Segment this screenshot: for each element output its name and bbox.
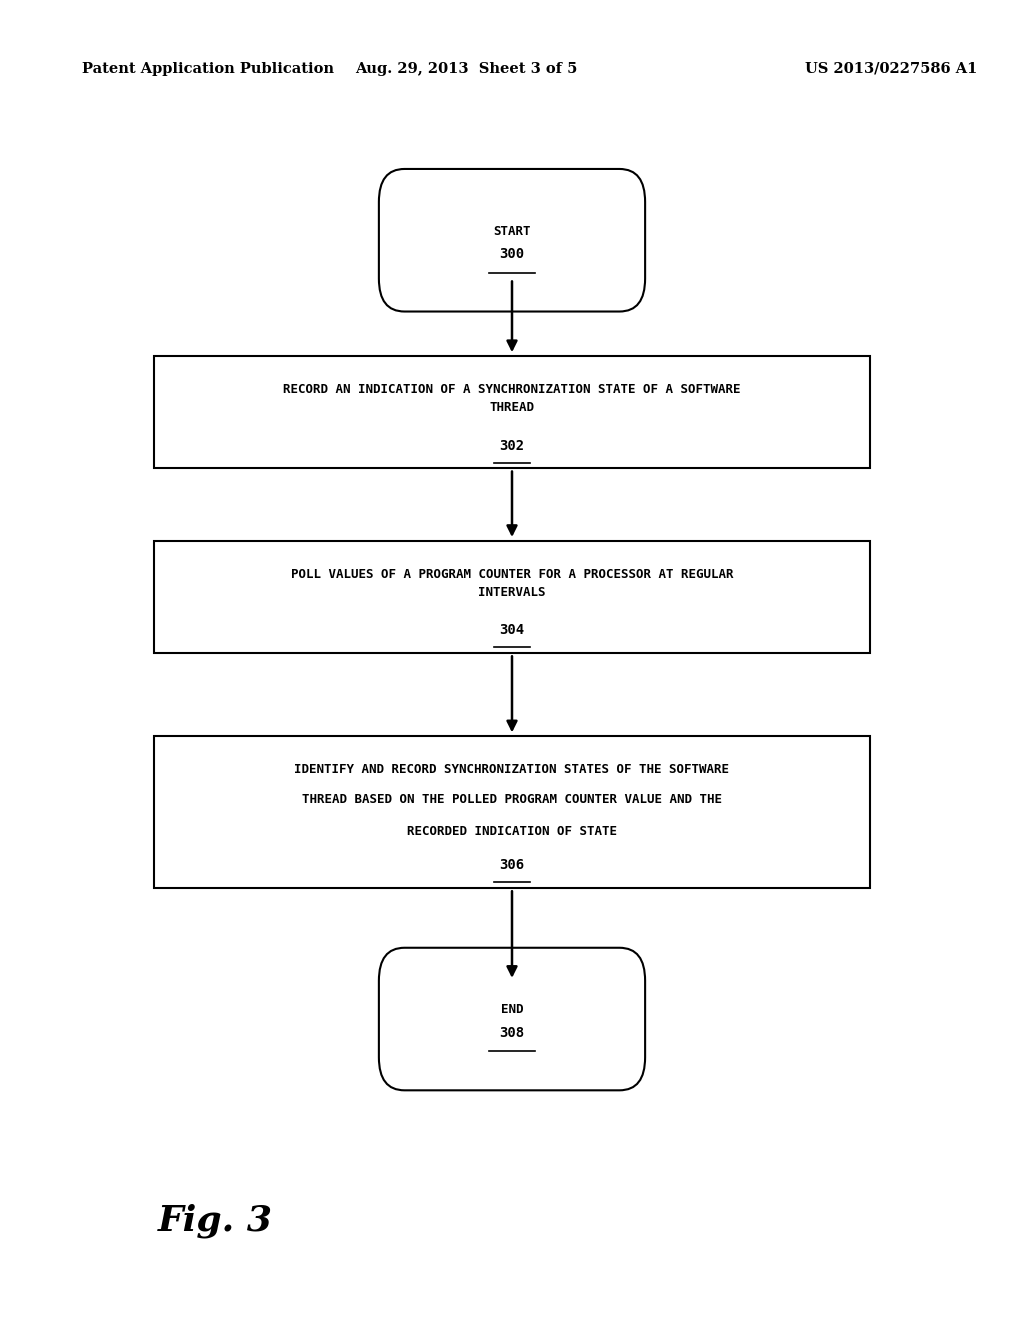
Text: Patent Application Publication: Patent Application Publication — [82, 62, 334, 75]
Text: START: START — [494, 224, 530, 238]
Text: THREAD BASED ON THE POLLED PROGRAM COUNTER VALUE AND THE: THREAD BASED ON THE POLLED PROGRAM COUNT… — [302, 793, 722, 807]
Text: 308: 308 — [500, 1026, 524, 1040]
Text: Aug. 29, 2013  Sheet 3 of 5: Aug. 29, 2013 Sheet 3 of 5 — [354, 62, 578, 75]
Text: THREAD: THREAD — [489, 401, 535, 414]
Text: INTERVALS: INTERVALS — [478, 586, 546, 599]
Bar — [154, 356, 870, 469]
Bar — [154, 541, 870, 652]
Text: 304: 304 — [500, 623, 524, 638]
Text: US 2013/0227586 A1: US 2013/0227586 A1 — [805, 62, 977, 75]
FancyBboxPatch shape — [379, 169, 645, 312]
Text: 306: 306 — [500, 858, 524, 873]
Bar — [154, 737, 870, 887]
Text: Fig. 3: Fig. 3 — [158, 1204, 272, 1238]
FancyBboxPatch shape — [379, 948, 645, 1090]
Text: 302: 302 — [500, 438, 524, 453]
Text: END: END — [501, 1003, 523, 1016]
Text: RECORDED INDICATION OF STATE: RECORDED INDICATION OF STATE — [407, 825, 617, 838]
Text: RECORD AN INDICATION OF A SYNCHRONIZATION STATE OF A SOFTWARE: RECORD AN INDICATION OF A SYNCHRONIZATIO… — [284, 383, 740, 396]
Text: IDENTIFY AND RECORD SYNCHRONIZATION STATES OF THE SOFTWARE: IDENTIFY AND RECORD SYNCHRONIZATION STAT… — [295, 763, 729, 776]
Text: POLL VALUES OF A PROGRAM COUNTER FOR A PROCESSOR AT REGULAR: POLL VALUES OF A PROGRAM COUNTER FOR A P… — [291, 568, 733, 581]
Text: 300: 300 — [500, 247, 524, 261]
